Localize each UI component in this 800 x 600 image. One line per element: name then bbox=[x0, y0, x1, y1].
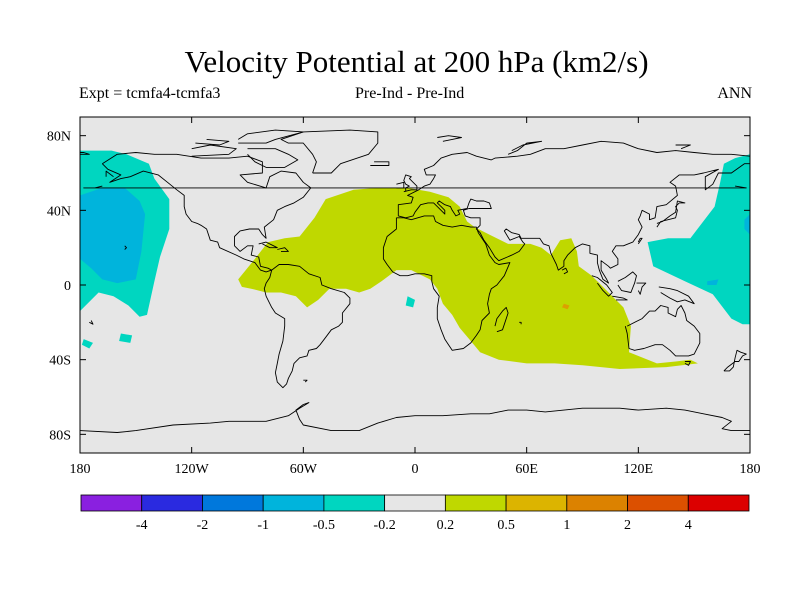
colorbar-swatch bbox=[80, 494, 143, 512]
colorbar-swatch bbox=[262, 494, 325, 512]
colorbar: -4 -2 -1 -0.5 -0.2 0.2 0.5 1 2 4 bbox=[80, 494, 750, 533]
coastline-segment bbox=[195, 138, 230, 146]
lon-tick-label: 120W bbox=[175, 462, 210, 477]
coastline-segment bbox=[83, 185, 747, 189]
coastline-segment bbox=[124, 245, 127, 250]
coastline-segment bbox=[263, 264, 351, 389]
colorbar-swatch bbox=[627, 494, 689, 512]
colorbar-swatch bbox=[444, 494, 507, 512]
coastline-segment bbox=[237, 129, 304, 144]
colorbar-label: -0.5 bbox=[313, 518, 335, 533]
coastline-segment bbox=[561, 267, 569, 275]
field-west-pacific-lobe bbox=[647, 154, 750, 325]
coastline-segment bbox=[89, 320, 94, 325]
colorbar-swatch bbox=[323, 494, 386, 512]
coastline-segment bbox=[277, 247, 289, 252]
period-label: Pre-Ind - Pre-Ind bbox=[355, 85, 465, 102]
coastline-segment bbox=[403, 174, 418, 193]
coastline-segment bbox=[80, 152, 90, 155]
lat-tick-label: 40S bbox=[49, 354, 71, 369]
field-pacific-negative-core bbox=[80, 187, 146, 284]
coastline-segment bbox=[437, 135, 462, 142]
coastline-segment bbox=[624, 305, 701, 357]
coastline-segment bbox=[684, 361, 691, 366]
lat-tick-label: 80S bbox=[49, 428, 71, 443]
field-south-pacific-blob-2 bbox=[119, 333, 133, 343]
field-indian-ocean-max bbox=[562, 303, 570, 310]
colorbar-swatch bbox=[566, 494, 628, 512]
coastline-segment bbox=[656, 200, 686, 228]
coastlines bbox=[80, 129, 750, 433]
coastline-segment bbox=[382, 215, 511, 351]
season-label: ANN bbox=[717, 85, 752, 102]
colorbar-label: 4 bbox=[685, 518, 692, 533]
contour-fields bbox=[80, 150, 750, 369]
colorbar-label: 1 bbox=[563, 518, 570, 533]
field-west-pacific-core-2 bbox=[744, 214, 750, 235]
coastline-segment bbox=[519, 321, 522, 325]
lat-tick-label: 0 bbox=[64, 279, 71, 294]
lat-tick-label: 80N bbox=[47, 130, 71, 145]
colorbar-label: 0.5 bbox=[497, 518, 515, 533]
lon-tick-label: 180 bbox=[70, 462, 91, 477]
experiment-label: Expt = tcmfa4-tcmfa3 bbox=[79, 85, 221, 102]
coastline-segment bbox=[617, 271, 637, 293]
lon-tick-label: 60W bbox=[290, 462, 318, 477]
coastline-segment bbox=[258, 241, 278, 249]
colorbar-swatch bbox=[141, 494, 203, 512]
colorbar-label: 2 bbox=[624, 518, 631, 533]
coastline-segment bbox=[636, 282, 647, 295]
colorbar-swatch bbox=[384, 494, 446, 512]
coastline-segment bbox=[303, 379, 308, 383]
coastline-segment bbox=[591, 275, 613, 297]
coastline-segment bbox=[398, 163, 750, 284]
lon-tick-label: 180 bbox=[740, 462, 761, 477]
coastline-segment bbox=[507, 140, 543, 155]
colorbar-label: -4 bbox=[136, 518, 148, 533]
field-west-pacific-core-1 bbox=[707, 279, 719, 285]
colorbar-label: -1 bbox=[257, 518, 269, 533]
coastline-segment bbox=[101, 152, 312, 273]
coastline-segment bbox=[280, 129, 379, 174]
coastline-segment bbox=[637, 237, 643, 245]
map-axes: 80N 40N 0 40S 80S 180 120W 60W 0 60E 120E 180 bbox=[47, 117, 761, 477]
colorbar-swatch bbox=[202, 494, 264, 512]
coastline-segment bbox=[370, 161, 390, 166]
lat-tick-label: 40N bbox=[47, 204, 71, 219]
colorbar-label: -2 bbox=[197, 518, 209, 533]
coastline-segment bbox=[612, 295, 628, 301]
lon-tick-label: 0 bbox=[412, 462, 419, 477]
colorbar-swatch bbox=[505, 494, 568, 512]
lon-tick-label: 120E bbox=[624, 462, 654, 477]
coastline-segment bbox=[658, 286, 695, 305]
coastline-segment bbox=[397, 140, 750, 216]
coastline-segment bbox=[80, 402, 750, 433]
coastline-segment bbox=[105, 170, 114, 178]
map-background bbox=[80, 117, 750, 453]
coastline-segment bbox=[723, 349, 747, 372]
coastline-segment bbox=[247, 148, 299, 168]
colorbar-label: -0.2 bbox=[374, 518, 396, 533]
coastline-segment bbox=[675, 144, 691, 150]
colorbar-swatch bbox=[687, 494, 750, 512]
field-tropical-positive-region bbox=[238, 187, 698, 369]
coastline-segment bbox=[191, 144, 237, 157]
coastline-segment bbox=[494, 306, 509, 333]
page-title: Velocity Potential at 200 hPa (km2/s) bbox=[184, 44, 649, 79]
field-atlantic-blob bbox=[405, 296, 415, 308]
field-south-pacific-blob-1 bbox=[81, 339, 93, 349]
lon-tick-label: 60E bbox=[515, 462, 538, 477]
colorbar-label: 0.2 bbox=[437, 518, 455, 533]
